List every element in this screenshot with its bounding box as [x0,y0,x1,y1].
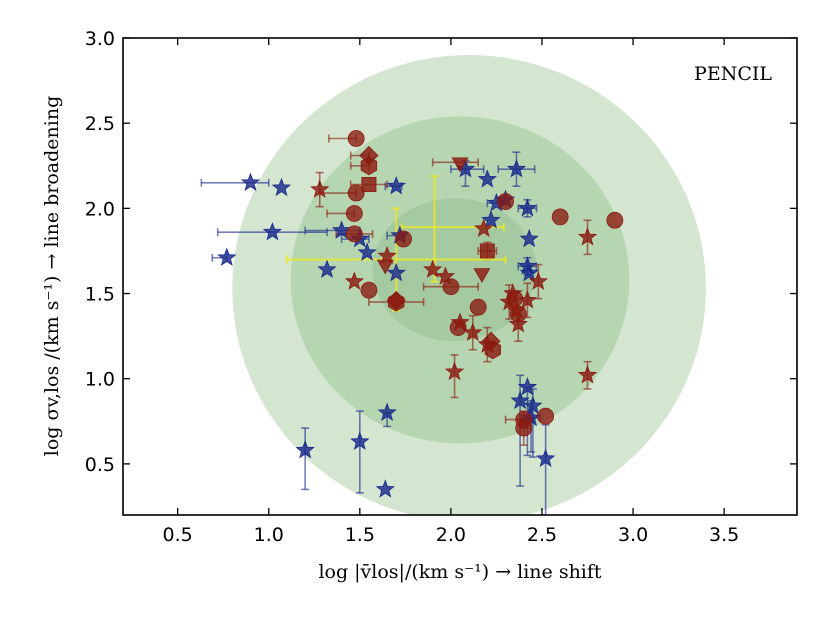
point-blue-stars-17 [481,210,501,229]
point-red-circles-3 [345,225,363,243]
point-red-stars-0 [310,179,330,198]
point-blue-stars-0 [217,247,237,266]
point-red-diamonds-2 [481,331,501,351]
point-red-circles-14 [537,407,555,425]
point-blue-stars-14 [386,262,406,282]
point-blue-stars-24 [519,262,539,282]
plot-frame [122,37,798,516]
x-axis-title: log |v̄los|/(km s⁻¹) → line shift [318,561,601,583]
y-tick-label-2: 1.5 [85,284,115,306]
point-red-diamonds-0 [359,145,379,166]
point-red-circles-15 [551,208,569,226]
x-tick-label-1: 1.0 [254,524,284,546]
point-blue-stars-28 [523,395,543,415]
point-red-circles-5 [395,230,412,248]
point-red-circles-1 [347,184,365,202]
point-red-circles-9 [497,193,514,210]
y-tick-label-0: 0.5 [85,454,115,476]
point-red-circles-11 [509,305,527,323]
y-tick-label-5: 3.0 [85,28,115,50]
chart-annotation: PENCIL [694,63,772,85]
point-red-circles-10 [506,290,524,308]
point-blue-stars-12 [386,176,406,195]
x-tick-label-5: 3.0 [618,524,648,546]
marker-layer [217,130,624,498]
point-blue-stars-9 [357,242,377,261]
point-red-triangles-1 [473,268,491,283]
axes-layer: 0.5 1.0 1.5 2.0 2.5 3.0 3.5 0.5 1.0 1.5 2.0 2.5 3.0 [85,28,798,546]
point-red-circles-7 [449,319,467,337]
point-red-stars-17 [577,365,598,384]
x-tick-label-2: 1.5 [345,524,375,546]
point-blue-stars-20 [506,159,527,178]
y-tick-label-4: 2.5 [85,113,115,135]
point-red-triangles-0 [451,157,469,173]
x-tick-label-6: 3.5 [709,524,739,546]
point-blue-stars-6 [331,220,352,239]
region-ellipse-inner [372,198,537,342]
point-red-diamonds-1 [386,290,406,310]
point-blue-stars-29 [536,448,556,468]
point-red-circles-16 [606,211,624,229]
point-red-stars-7 [463,322,483,341]
point-blue-stars-4 [295,440,315,459]
point-blue-stars-1 [240,172,261,192]
point-red-stars-4 [435,266,456,285]
point-red-stars-3 [423,259,443,278]
point-red-triangles-2 [376,259,394,275]
x-tick-label-3: 2.0 [436,524,466,546]
y-tick-label-3: 2.0 [85,198,115,220]
point-red-squares-1 [479,243,495,259]
point-red-stars-13 [508,314,528,333]
point-red-hexagons-0 [360,156,378,176]
point-blue-stars-22 [519,228,539,248]
point-red-circles-0 [347,130,365,147]
point-blue-stars-7 [350,431,370,450]
x-tick-label-0: 0.5 [163,524,193,546]
point-blue-stars-2 [271,177,292,197]
point-red-stars-15 [528,271,548,290]
point-red-circles-6 [442,278,460,296]
point-red-stars-5 [444,361,465,381]
point-red-stars-16 [577,227,598,246]
point-blue-stars-10 [375,479,395,498]
point-blue-stars-16 [477,169,497,188]
point-blue-stars-21 [517,198,538,217]
point-red-stars-8 [474,218,494,238]
point-red-squares-0 [361,177,377,192]
ellipse-layer [232,55,706,515]
y-axis-title: log σv,los /(km s⁻¹) → line broadening [41,96,63,457]
point-red-stars-1 [344,271,364,290]
point-red-circles-13 [515,419,533,437]
point-blue-stars-25 [510,390,530,410]
point-red-circles-8 [469,298,487,316]
point-red-circles-4 [360,281,378,299]
point-blue-stars-5 [317,259,337,278]
point-blue-stars-26 [517,377,538,396]
point-blue-stars-3 [262,222,282,241]
point-red-circles-2 [345,205,363,222]
y-tick-label-1: 1.0 [85,369,115,391]
x-tick-label-4: 2.5 [527,524,557,546]
point-blue-stars-11 [377,402,397,422]
